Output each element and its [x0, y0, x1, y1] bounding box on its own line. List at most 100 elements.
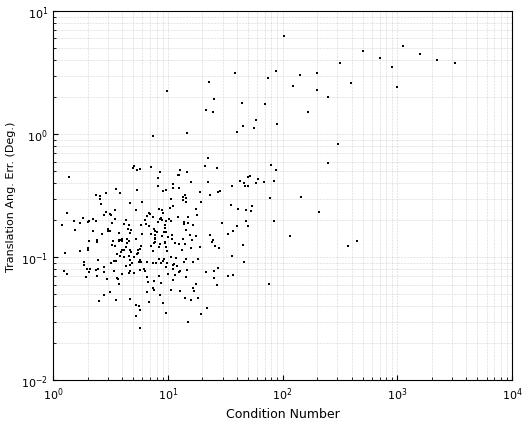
Point: [162, 264, 171, 271]
Point: [181, 294, 189, 301]
Point: [63, 271, 71, 277]
Point: [134, 247, 142, 253]
Point: [149, 226, 158, 233]
Point: [191, 206, 200, 213]
Point: [92, 267, 100, 274]
Point: [136, 246, 145, 253]
Point: [175, 242, 183, 248]
Point: [114, 276, 122, 283]
Point: [149, 134, 157, 141]
Point: [155, 256, 164, 263]
Point: [171, 273, 179, 279]
Point: [158, 217, 166, 224]
Point: [115, 238, 124, 245]
Point: [336, 60, 344, 67]
Point: [236, 178, 244, 185]
Point: [197, 199, 205, 206]
Point: [228, 184, 236, 190]
Point: [169, 181, 177, 188]
Point: [154, 206, 163, 213]
Point: [214, 265, 222, 272]
Point: [100, 212, 109, 219]
Point: [109, 258, 118, 265]
Point: [155, 273, 163, 280]
Point: [240, 259, 248, 266]
Point: [109, 239, 117, 245]
Point: [150, 228, 159, 235]
Point: [93, 239, 101, 246]
Point: [228, 253, 236, 260]
Point: [239, 124, 247, 130]
Point: [97, 201, 105, 208]
Point: [150, 287, 158, 294]
Point: [208, 239, 216, 246]
Point: [161, 222, 169, 229]
Point: [169, 266, 177, 273]
Point: [168, 236, 176, 242]
Point: [304, 109, 313, 116]
Point: [393, 85, 401, 92]
Point: [269, 178, 278, 184]
Point: [144, 279, 152, 285]
Point: [171, 240, 180, 247]
Point: [108, 220, 116, 227]
Point: [147, 231, 155, 238]
Point: [122, 240, 131, 247]
Point: [126, 262, 134, 269]
Point: [184, 214, 192, 221]
Point: [154, 183, 162, 190]
Point: [188, 222, 197, 229]
Point: [84, 245, 92, 252]
Point: [100, 292, 108, 299]
Point: [159, 188, 167, 195]
Point: [347, 80, 355, 87]
Point: [214, 245, 223, 252]
Point: [115, 230, 123, 237]
Point: [115, 281, 124, 288]
Point: [154, 219, 162, 226]
Point: [176, 268, 184, 275]
Point: [140, 217, 149, 224]
Point: [161, 240, 169, 247]
Point: [102, 190, 110, 197]
Point: [229, 228, 237, 235]
Point: [169, 277, 177, 284]
Point: [159, 300, 168, 307]
Point: [84, 218, 93, 225]
Point: [194, 256, 202, 263]
Point: [324, 161, 332, 167]
Point: [196, 189, 204, 196]
Point: [150, 239, 159, 245]
Point: [244, 223, 252, 230]
Point: [433, 58, 441, 65]
Point: [286, 233, 294, 239]
Point: [203, 179, 212, 186]
Point: [209, 109, 217, 116]
Point: [162, 244, 171, 251]
Point: [155, 216, 164, 223]
Point: [76, 248, 84, 255]
Point: [163, 260, 171, 267]
Point: [118, 238, 126, 245]
Point: [126, 247, 135, 253]
Point: [232, 129, 241, 136]
Point: [142, 221, 150, 228]
Point: [183, 130, 191, 137]
Point: [112, 251, 121, 258]
Point: [112, 186, 120, 193]
Point: [159, 210, 168, 216]
Point: [168, 185, 177, 192]
Point: [117, 237, 125, 244]
Point: [104, 226, 112, 233]
Point: [84, 247, 92, 253]
Point: [353, 239, 361, 245]
Point: [166, 205, 174, 212]
Point: [170, 261, 178, 268]
Point: [110, 268, 118, 275]
Point: [124, 226, 132, 233]
Point: [126, 200, 135, 207]
Point: [85, 238, 93, 245]
Point: [96, 193, 104, 200]
Point: [250, 125, 258, 132]
Point: [65, 174, 73, 181]
